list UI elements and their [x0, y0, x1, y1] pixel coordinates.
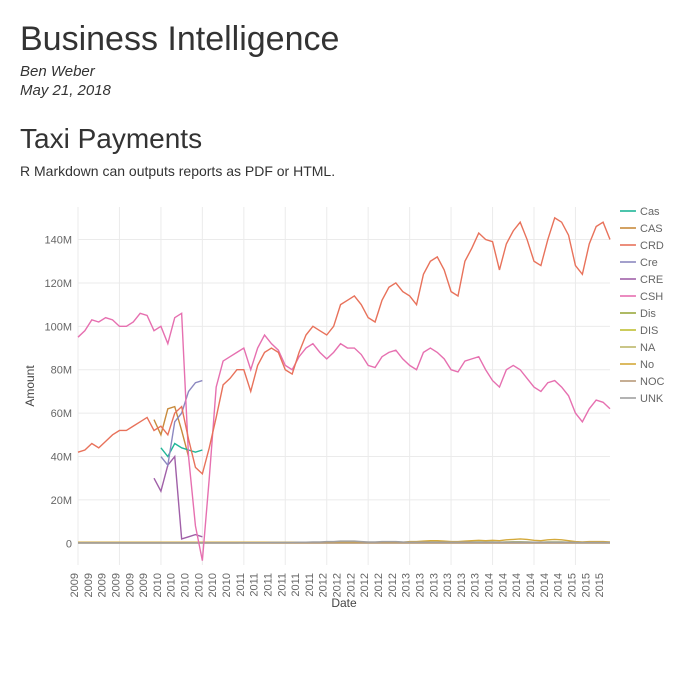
svg-text:Date: Date	[331, 596, 357, 610]
section-description: R Markdown can outputs reports as PDF or…	[20, 163, 680, 179]
legend-item: CAS	[640, 223, 663, 235]
svg-text:2009: 2009	[97, 573, 109, 597]
legend-item: CRE	[640, 274, 663, 286]
section-heading: Taxi Payments	[20, 123, 680, 155]
chart-container: 020M40M60M80M100M120M140M200920092009200…	[20, 195, 680, 665]
legend-item: UNK	[640, 393, 664, 405]
svg-text:2010: 2010	[180, 573, 192, 597]
svg-text:2013: 2013	[442, 573, 454, 597]
page: Business Intelligence Ben Weber May 21, …	[0, 0, 700, 685]
page-title: Business Intelligence	[20, 20, 680, 59]
svg-text:2009: 2009	[83, 573, 95, 597]
legend-item: DIS	[640, 325, 658, 337]
line-chart: 020M40M60M80M100M120M140M200920092009200…	[20, 195, 680, 665]
date: May 21, 2018	[20, 82, 680, 99]
svg-text:2014: 2014	[484, 573, 496, 597]
svg-text:20M: 20M	[51, 495, 72, 507]
svg-text:2013: 2013	[470, 573, 482, 597]
svg-text:2011: 2011	[235, 573, 247, 597]
svg-text:120M: 120M	[44, 278, 72, 290]
svg-text:2011: 2011	[290, 573, 302, 597]
svg-text:2011: 2011	[262, 573, 274, 597]
svg-text:2013: 2013	[401, 573, 413, 597]
svg-text:100M: 100M	[44, 321, 72, 333]
svg-text:60M: 60M	[51, 408, 72, 420]
svg-text:2010: 2010	[221, 573, 233, 597]
svg-text:Amount: Amount	[23, 365, 37, 407]
svg-text:2014: 2014	[497, 573, 509, 597]
svg-text:2010: 2010	[166, 573, 178, 597]
svg-text:40M: 40M	[51, 452, 72, 464]
svg-text:2015: 2015	[594, 573, 606, 597]
svg-text:2013: 2013	[414, 573, 426, 597]
svg-text:2009: 2009	[69, 573, 81, 597]
legend-item: Cre	[640, 257, 658, 269]
svg-text:2010: 2010	[193, 573, 205, 597]
svg-text:2011: 2011	[276, 573, 288, 597]
svg-text:2014: 2014	[539, 573, 551, 597]
svg-text:2012: 2012	[318, 573, 330, 597]
svg-text:2012: 2012	[345, 573, 357, 597]
svg-text:2009: 2009	[124, 573, 136, 597]
author: Ben Weber	[20, 63, 680, 80]
svg-text:2012: 2012	[359, 573, 371, 597]
svg-text:2009: 2009	[110, 573, 122, 597]
svg-text:2010: 2010	[152, 573, 164, 597]
svg-text:2010: 2010	[207, 573, 219, 597]
svg-text:2009: 2009	[138, 573, 150, 597]
legend-item: Cas	[640, 206, 660, 218]
legend-item: NA	[640, 342, 656, 354]
svg-text:2012: 2012	[332, 573, 344, 597]
svg-text:2015: 2015	[566, 573, 578, 597]
svg-text:2011: 2011	[304, 573, 316, 597]
legend-item: Dis	[640, 308, 656, 320]
legend-item: CSH	[640, 291, 663, 303]
svg-text:2015: 2015	[580, 573, 592, 597]
svg-text:140M: 140M	[44, 235, 72, 247]
svg-text:2014: 2014	[511, 573, 523, 597]
svg-text:2012: 2012	[373, 573, 385, 597]
svg-text:2012: 2012	[387, 573, 399, 597]
svg-text:80M: 80M	[51, 365, 72, 377]
svg-text:2013: 2013	[428, 573, 440, 597]
svg-text:0: 0	[66, 538, 72, 550]
svg-text:2014: 2014	[525, 573, 537, 597]
legend-item: CRD	[640, 240, 664, 252]
svg-text:2014: 2014	[553, 573, 565, 597]
svg-text:2013: 2013	[456, 573, 468, 597]
svg-text:2011: 2011	[249, 573, 261, 597]
legend-item: NOC	[640, 376, 665, 388]
legend-item: No	[640, 359, 654, 371]
